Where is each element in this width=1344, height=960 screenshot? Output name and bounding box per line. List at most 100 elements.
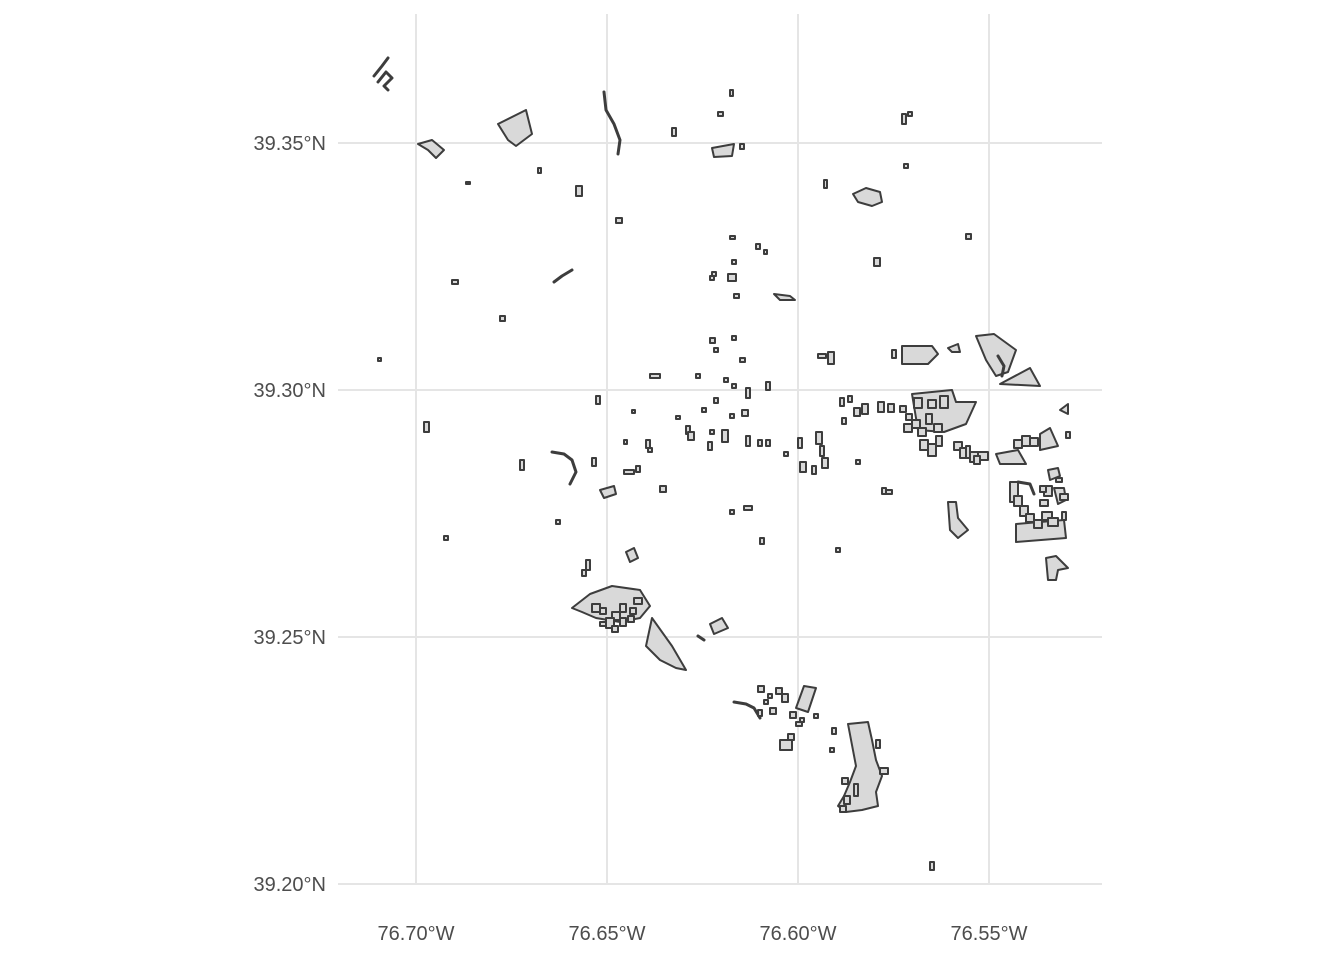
parcel bbox=[783, 451, 789, 457]
small-parcel-layer bbox=[377, 89, 1071, 871]
parcel bbox=[611, 611, 621, 621]
parcel bbox=[729, 413, 735, 419]
parcel bbox=[965, 233, 972, 240]
parcel bbox=[839, 397, 845, 407]
parcel bbox=[843, 795, 851, 805]
parcel bbox=[815, 431, 823, 445]
parcel bbox=[1039, 427, 1059, 451]
parcel bbox=[875, 739, 881, 749]
parcel bbox=[835, 547, 841, 553]
parcel bbox=[913, 397, 923, 409]
parcel bbox=[591, 603, 601, 613]
parcel bbox=[837, 721, 883, 813]
parcel bbox=[1013, 495, 1023, 507]
parcel bbox=[499, 315, 506, 322]
parcel bbox=[1039, 485, 1047, 493]
parcel bbox=[709, 617, 729, 635]
parcel bbox=[599, 621, 607, 627]
parcel bbox=[1061, 511, 1067, 521]
parcel bbox=[675, 415, 681, 420]
parcel bbox=[619, 603, 627, 613]
parcel bbox=[925, 413, 933, 425]
x-tick-label: 76.55°W bbox=[951, 923, 1028, 945]
parcel bbox=[1029, 437, 1039, 447]
parcel bbox=[775, 687, 783, 695]
parcel bbox=[1025, 513, 1035, 523]
y-tick-label: 39.25°N bbox=[254, 627, 327, 649]
parcel bbox=[1019, 505, 1029, 517]
parcel bbox=[731, 259, 737, 265]
parcel bbox=[659, 485, 667, 493]
x-tick-label: 76.65°W bbox=[569, 923, 646, 945]
parcel bbox=[497, 109, 533, 147]
parcel bbox=[611, 625, 619, 633]
parcel bbox=[711, 143, 735, 158]
parcel bbox=[645, 439, 651, 449]
parcel bbox=[767, 693, 773, 699]
parcel bbox=[585, 559, 591, 571]
parcel bbox=[999, 367, 1041, 387]
parcel bbox=[729, 509, 735, 515]
parcel bbox=[769, 707, 777, 715]
parcel bbox=[696, 634, 706, 642]
parcel bbox=[797, 437, 803, 449]
parcel bbox=[647, 447, 653, 453]
parcel bbox=[649, 373, 661, 379]
parcel bbox=[907, 111, 913, 117]
parcel bbox=[695, 373, 701, 379]
parcel bbox=[733, 293, 740, 299]
parcel bbox=[996, 354, 1006, 378]
parcel bbox=[887, 403, 895, 413]
parcel bbox=[717, 111, 724, 117]
parcel bbox=[995, 449, 1027, 465]
parcel bbox=[873, 257, 881, 267]
parcel bbox=[789, 711, 797, 719]
parcel bbox=[917, 427, 927, 437]
parcel bbox=[739, 357, 746, 363]
y-tick-label: 39.20°N bbox=[254, 874, 327, 896]
parcel bbox=[635, 465, 641, 473]
parcel bbox=[645, 617, 687, 671]
parcel bbox=[765, 439, 771, 447]
parcel bbox=[877, 401, 885, 413]
parcel bbox=[745, 387, 751, 399]
parcel bbox=[927, 443, 937, 457]
parcel bbox=[599, 485, 617, 499]
parcel bbox=[713, 397, 719, 404]
y-tick-label: 39.35°N bbox=[254, 133, 327, 155]
parcel bbox=[939, 395, 949, 409]
parcel bbox=[781, 693, 789, 703]
parcel bbox=[903, 423, 913, 433]
parcel bbox=[919, 439, 929, 451]
parcel bbox=[817, 353, 827, 359]
parcel bbox=[852, 187, 883, 207]
parcel bbox=[1033, 519, 1043, 529]
parcel bbox=[743, 505, 753, 511]
parcel bbox=[537, 167, 542, 174]
parcel bbox=[377, 357, 382, 362]
parcel bbox=[827, 351, 835, 365]
parcel bbox=[615, 217, 623, 224]
parcel bbox=[552, 268, 574, 284]
parcel bbox=[847, 395, 853, 403]
parcel bbox=[973, 455, 981, 465]
parcel bbox=[707, 441, 713, 451]
parcel bbox=[841, 777, 849, 785]
parcel bbox=[757, 439, 763, 447]
parcel bbox=[729, 89, 734, 97]
parcel bbox=[823, 179, 828, 189]
parcel bbox=[933, 423, 943, 433]
graticule bbox=[338, 14, 1102, 885]
parcel bbox=[757, 709, 763, 717]
parcel bbox=[861, 403, 869, 415]
parcel bbox=[451, 279, 459, 285]
parcel bbox=[905, 413, 913, 421]
parcel bbox=[739, 143, 745, 150]
parcel bbox=[465, 181, 471, 185]
parcel bbox=[927, 399, 937, 409]
parcel bbox=[947, 501, 969, 539]
parcel bbox=[813, 713, 819, 719]
parcel bbox=[811, 465, 817, 475]
parcel bbox=[629, 607, 637, 615]
